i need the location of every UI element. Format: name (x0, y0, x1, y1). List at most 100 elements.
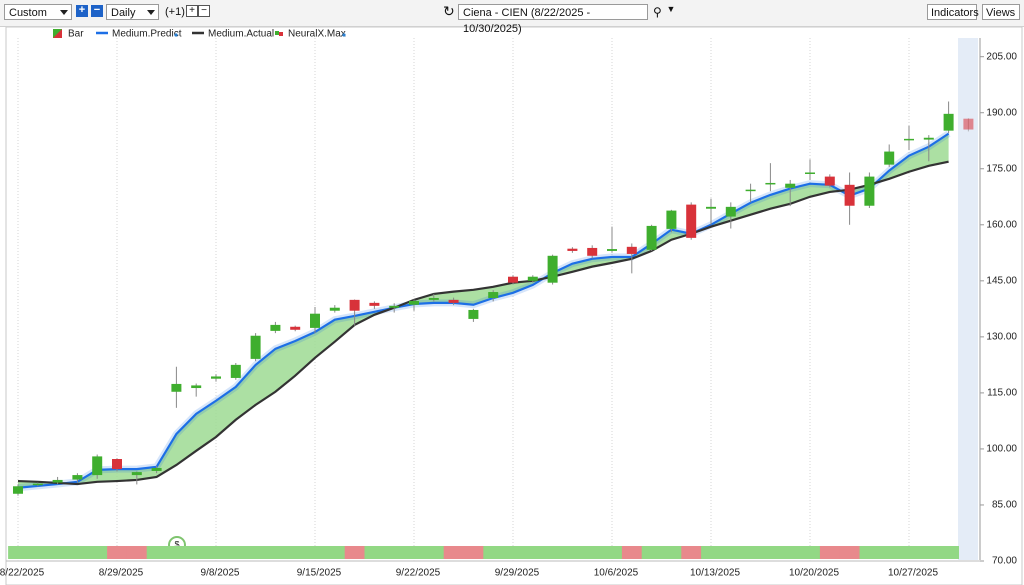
y-tick-label: 205.00 (986, 51, 1017, 62)
offset-label: (+1) (165, 6, 185, 18)
series-line (17, 160, 949, 486)
y-tick-label: 175.00 (986, 163, 1017, 174)
y-tick-label: 160.00 (986, 219, 1017, 230)
candle-body (270, 324, 281, 331)
legend: Bar Medium.Predict Medium.Actual NeuralX.Ma… (53, 29, 346, 40)
signal-cell (879, 546, 900, 559)
search-button[interactable]: ⚲ (653, 5, 662, 19)
candle-body (290, 326, 301, 330)
range-select[interactable]: Custom (4, 4, 72, 20)
candle-body (686, 204, 697, 238)
candle-body (943, 113, 954, 131)
signal-cell (146, 546, 167, 559)
candle-body (923, 137, 934, 140)
legend-swatch (53, 29, 62, 38)
candle-body (706, 206, 716, 209)
x-tick-label: 8/29/2025 (99, 568, 144, 579)
candle-body (666, 210, 677, 229)
candle-body (508, 276, 518, 283)
signal-cell (938, 546, 959, 559)
x-tick-label: 10/27/2025 (888, 568, 938, 579)
y-tick-label: 115.00 (987, 388, 1017, 399)
signal-cell (384, 546, 405, 559)
signal-cell (344, 546, 365, 559)
symbol-menu[interactable]: ▼ (666, 4, 676, 14)
candle-body (72, 475, 83, 480)
offset-plus[interactable]: + (186, 5, 198, 17)
x-tick-label: 9/29/2025 (495, 568, 540, 579)
signal-cell (305, 546, 326, 559)
legend-label: Medium.Predict (112, 29, 182, 40)
candle-body (310, 313, 320, 328)
legend-label: Bar (68, 29, 84, 40)
signal-cell (819, 546, 841, 559)
candle-body (230, 364, 241, 378)
period-select[interactable]: Daily (106, 4, 159, 20)
x-tick-label: 9/22/2025 (396, 568, 441, 579)
signal-cell (404, 546, 425, 559)
signal-cell (740, 546, 761, 559)
candle-body (765, 182, 776, 185)
signal-cell (225, 546, 247, 559)
candle-body (468, 309, 479, 319)
forecast-band (958, 38, 978, 560)
signal-cell (681, 546, 702, 559)
legend-label: NeuralX.Max (288, 29, 346, 40)
signal-cell (760, 546, 781, 559)
candle-body (13, 486, 23, 494)
signal-cell (621, 546, 643, 559)
signal-cell (423, 546, 445, 559)
candle-body (824, 176, 835, 186)
candle-body (547, 255, 558, 283)
candle-body (92, 456, 103, 476)
signal-cell (701, 546, 722, 559)
signal-cell (364, 546, 385, 559)
signal-cell (562, 546, 583, 559)
signal-cell (582, 546, 603, 559)
offset-minus[interactable]: − (198, 5, 210, 17)
zoom-out[interactable]: − (91, 5, 103, 17)
candle-body (904, 138, 914, 141)
legend-dot (342, 33, 346, 37)
chart-frame (5, 26, 1023, 585)
y-tick-label: 145.00 (986, 275, 1017, 286)
signal-cell (602, 546, 623, 559)
candle-body (884, 151, 895, 165)
signal-cell (918, 546, 940, 559)
candle-body (349, 299, 360, 311)
signal-cell (265, 546, 286, 559)
candle-body (112, 459, 122, 470)
indicators-button[interactable]: Indicators (927, 4, 979, 20)
y-tick-label: 70.00 (992, 556, 1017, 567)
signal-cell (8, 546, 29, 559)
toolbar: Custom + − Daily (+1) + − ↻ Ciena - CIEN… (0, 0, 1024, 35)
x-tick-label: 8/22/2025 (0, 568, 45, 579)
signal-cell (87, 546, 108, 559)
legend-label: Medium.Actual (208, 29, 274, 40)
candle-body (607, 249, 617, 251)
signal-cell (285, 546, 306, 559)
candle-body (805, 172, 815, 174)
candle-body (745, 189, 756, 192)
refresh-button[interactable]: ↻ (443, 3, 455, 19)
candle-body (587, 247, 598, 256)
candle-body (567, 248, 578, 251)
candle-body (448, 299, 459, 303)
signal-cell (522, 546, 544, 559)
signal-cell (641, 546, 662, 559)
candle-body (131, 472, 142, 476)
y-tick-label: 100.00 (986, 444, 1017, 455)
views-button[interactable]: Views (982, 4, 1020, 20)
candle-body (32, 483, 43, 486)
candle-body (250, 335, 261, 359)
symbol-box[interactable]: Ciena - CIEN (8/22/2025 - 10/30/2025) (458, 4, 648, 35)
svg-text:$: $ (174, 539, 179, 549)
candle-body (191, 385, 202, 389)
zoom-in[interactable]: + (76, 5, 88, 17)
signal-cell (47, 546, 68, 559)
views-label: Views (986, 7, 1016, 19)
candle-body (864, 176, 875, 206)
candle-body (211, 376, 221, 379)
signal-cell (839, 546, 860, 559)
